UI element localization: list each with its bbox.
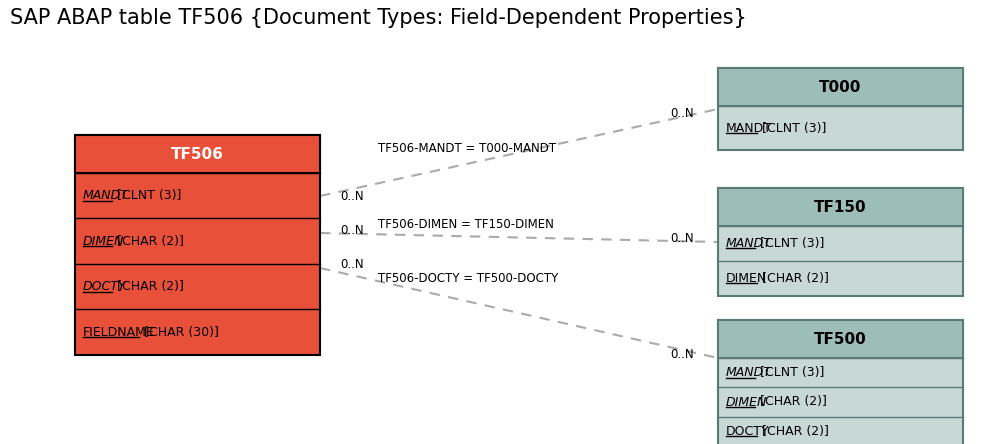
Bar	[718, 320, 963, 444]
Text: MANDT: MANDT	[83, 189, 129, 202]
Text: TF500: TF500	[814, 332, 867, 346]
Text: 0..N: 0..N	[670, 348, 694, 361]
Bar	[718, 188, 963, 226]
Bar	[718, 320, 963, 358]
Text: [CLNT (3)]: [CLNT (3)]	[113, 189, 181, 202]
Text: T000: T000	[820, 79, 862, 95]
Bar	[75, 135, 320, 355]
Bar	[718, 68, 963, 106]
Bar	[718, 188, 963, 296]
Text: 0..N: 0..N	[670, 231, 694, 245]
Text: MANDT: MANDT	[726, 366, 772, 379]
Text: TF506-DIMEN = TF150-DIMEN: TF506-DIMEN = TF150-DIMEN	[378, 218, 553, 230]
Text: TF506-DOCTY = TF500-DOCTY: TF506-DOCTY = TF500-DOCTY	[378, 271, 558, 285]
Text: 0..N: 0..N	[670, 107, 694, 119]
Text: [CHAR (2)]: [CHAR (2)]	[758, 272, 829, 285]
Text: 0..N: 0..N	[340, 223, 364, 237]
Text: DOCTY: DOCTY	[83, 280, 126, 293]
Text: [CHAR (2)]: [CHAR (2)]	[113, 235, 183, 248]
Text: [CLNT (3)]: [CLNT (3)]	[756, 237, 825, 250]
Text: [CHAR (2)]: [CHAR (2)]	[758, 425, 829, 438]
Bar	[75, 135, 320, 173]
Text: FIELDNAME: FIELDNAME	[83, 326, 155, 339]
Text: [CLNT (3)]: [CLNT (3)]	[758, 122, 827, 135]
Text: [CLNT (3)]: [CLNT (3)]	[756, 366, 825, 379]
Bar	[718, 68, 963, 150]
Text: TF506: TF506	[171, 147, 224, 162]
Text: 0..N: 0..N	[340, 190, 364, 202]
Text: SAP ABAP table TF506 {Document Types: Field-Dependent Properties}: SAP ABAP table TF506 {Document Types: Fi…	[10, 8, 747, 28]
Text: TF150: TF150	[814, 199, 867, 214]
Text: 0..N: 0..N	[340, 258, 364, 270]
Text: DOCTY: DOCTY	[726, 425, 770, 438]
Text: TF506-MANDT = T000-MANDT: TF506-MANDT = T000-MANDT	[378, 142, 556, 155]
Text: DIMEN: DIMEN	[726, 396, 767, 408]
Text: DIMEN: DIMEN	[83, 235, 124, 248]
Text: [CHAR (2)]: [CHAR (2)]	[113, 280, 183, 293]
Text: DIMEN: DIMEN	[726, 272, 767, 285]
Text: [CHAR (2)]: [CHAR (2)]	[756, 396, 827, 408]
Text: MANDT: MANDT	[726, 122, 772, 135]
Text: MANDT: MANDT	[726, 237, 772, 250]
Text: [CHAR (30)]: [CHAR (30)]	[140, 326, 219, 339]
